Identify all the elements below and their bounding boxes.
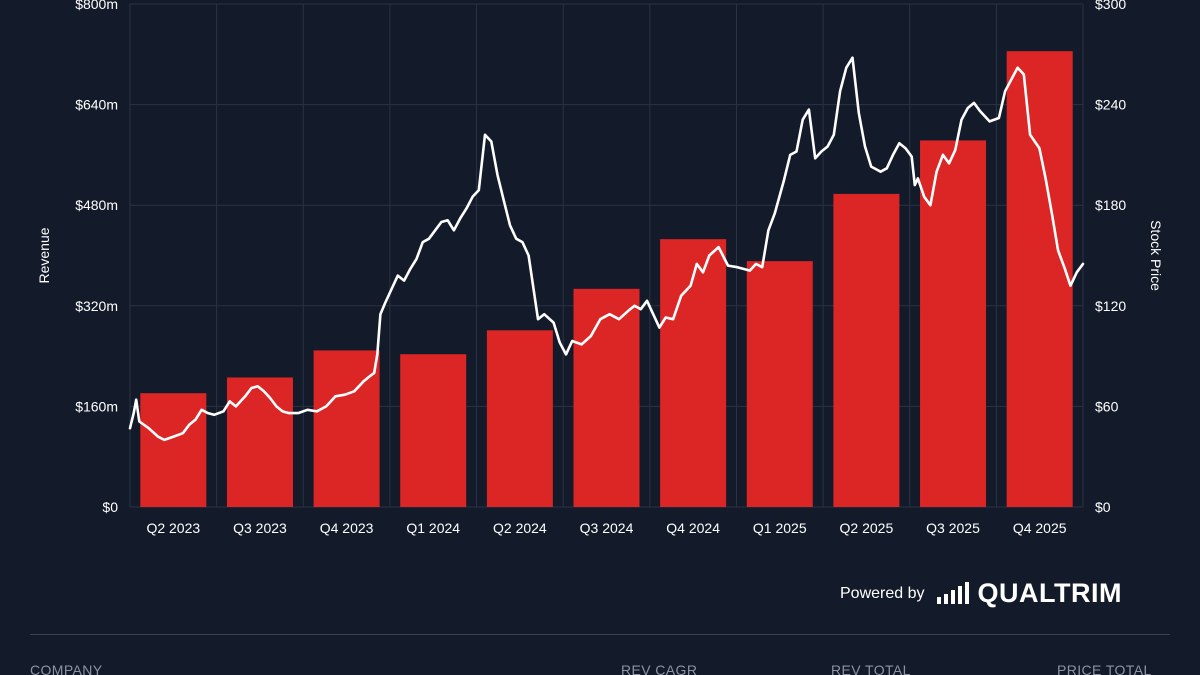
revenue-bar-q3-2023[interactable]	[226, 377, 293, 507]
signal-bars-icon	[936, 582, 969, 604]
left-axis-tick-label: $640m	[75, 97, 118, 113]
x-axis-tick-label: Q3 2024	[580, 520, 634, 536]
left-axis-tick-label: $320m	[75, 298, 118, 314]
revenue-bar-q3-2024[interactable]	[573, 288, 640, 507]
right-axis-tick-label: $180	[1095, 197, 1126, 213]
column-header-company[interactable]: COMPANY	[30, 662, 103, 675]
axis-labels: $0 $160m $320m $480m $640m $800m $0 $60 $120 $180…	[36, 0, 1164, 536]
left-axis-tick-label: $0	[102, 499, 118, 515]
revenue-bar-q4-2024[interactable]	[660, 239, 727, 507]
powered-by-text: Powered by	[840, 584, 925, 602]
left-axis-title: Revenue	[36, 227, 52, 283]
revenue-bars	[140, 51, 1073, 507]
left-axis-tick-label: $800m	[75, 0, 118, 12]
stock-price-line[interactable]	[128, 56, 1085, 442]
x-axis-tick-label: Q4 2024	[666, 520, 720, 536]
right-axis-tick-label: $60	[1095, 398, 1119, 414]
right-axis-tick-label: $120	[1095, 298, 1126, 314]
x-axis-tick-label: Q4 2025	[1013, 520, 1067, 536]
right-axis-tick-label: $240	[1095, 97, 1126, 113]
section-divider	[30, 634, 1170, 635]
x-axis-tick-label: Q2 2024	[493, 520, 547, 536]
revenue-bar-q4-2023[interactable]	[313, 350, 380, 507]
right-axis-tick-label: $0	[1095, 499, 1111, 515]
revenue-bar-q1-2025[interactable]	[746, 261, 813, 507]
revenue-bar-q4-2025[interactable]	[1006, 51, 1073, 507]
column-header-rev-total[interactable]: REV TOTAL	[831, 662, 911, 675]
column-header-price-total[interactable]: PRICE TOTAL	[1057, 662, 1152, 675]
left-axis-tick-label: $480m	[75, 197, 118, 213]
column-header-rev-cagr[interactable]: REV CAGR	[621, 662, 698, 675]
revenue-bar-q3-2025[interactable]	[920, 140, 987, 507]
x-axis-tick-label: Q4 2023	[320, 520, 374, 536]
revenue-bar-q2-2025[interactable]	[833, 193, 900, 507]
x-axis-tick-label: Q3 2023	[233, 520, 287, 536]
left-axis-tick-label: $160m	[75, 398, 118, 414]
revenue-bar-q1-2024[interactable]	[400, 354, 467, 507]
right-axis-title: Stock Price	[1148, 220, 1164, 291]
right-axis-tick-label: $300	[1095, 0, 1126, 12]
stock-price-line-group	[128, 56, 1085, 442]
x-axis-tick-label: Q1 2024	[406, 520, 460, 536]
x-axis-tick-label: Q2 2023	[146, 520, 200, 536]
revenue-bar-q2-2023[interactable]	[140, 393, 207, 507]
x-axis-tick-label: Q3 2025	[926, 520, 980, 536]
revenue-stock-chart: $0 $160m $320m $480m $640m $800m $0 $60 $120 $180…	[36, 0, 1164, 536]
x-axis-tick-label: Q2 2025	[840, 520, 894, 536]
revenue-bar-q2-2024[interactable]	[486, 330, 553, 507]
brand-logo-text: QUALTRIM	[977, 577, 1122, 608]
powered-by-badge: Powered by QUALTRIM	[840, 578, 1122, 608]
x-axis-tick-label: Q1 2025	[753, 520, 807, 536]
grid	[129, 3, 1084, 508]
